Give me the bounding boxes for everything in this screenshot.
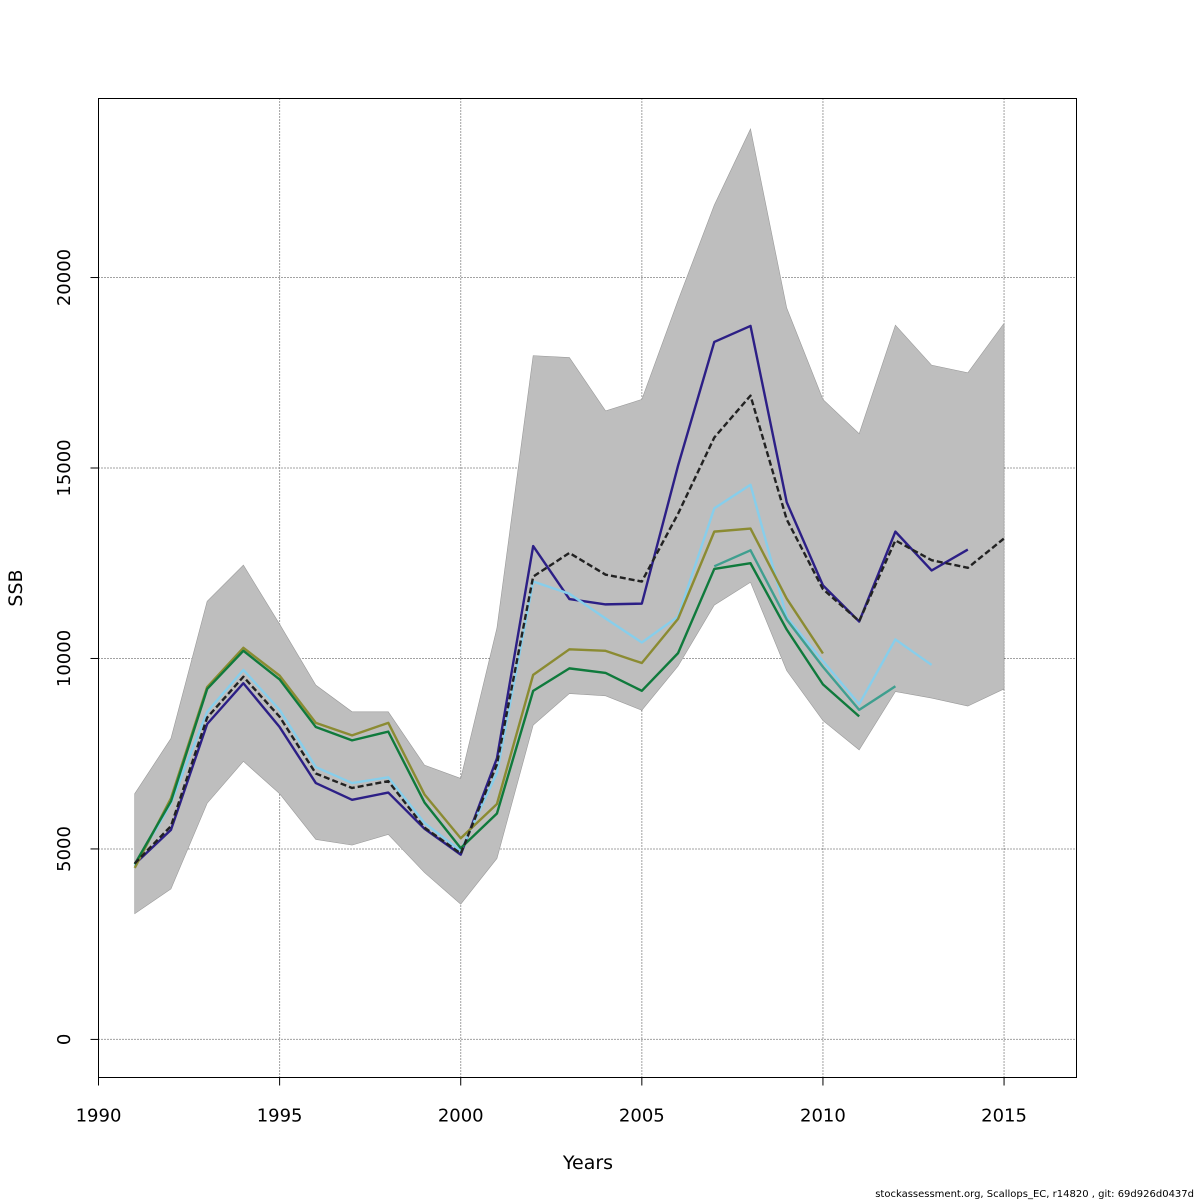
plot-frame xyxy=(98,98,1077,1078)
series-line-1 xyxy=(133,324,969,866)
ssb-confidence-band xyxy=(134,128,1005,915)
x-tick-label: 2005 xyxy=(619,1106,665,1127)
y-tick-label: 15000 xyxy=(54,439,75,496)
y-axis: 0 5000 10000 15000 20000 xyxy=(54,249,99,1045)
series-line-4 xyxy=(713,549,897,712)
x-tick-label: 2015 xyxy=(981,1106,1027,1127)
footer-credit: stockassessment.org, Scallops_EC, r14820… xyxy=(875,1189,1194,1200)
y-axis-title: SSB xyxy=(5,569,27,606)
y-tick-label: 5000 xyxy=(54,826,75,872)
y-tick-label: 20000 xyxy=(54,249,75,306)
series-line-5 xyxy=(133,562,860,865)
confidence-band xyxy=(134,128,1005,915)
x-axis-title: Years xyxy=(562,1152,613,1174)
series-line-3 xyxy=(133,527,824,869)
x-tick-label: 2000 xyxy=(438,1106,484,1127)
x-tick-label: 1995 xyxy=(257,1106,303,1127)
x-axis: 1990 1995 2000 2005 2010 2015 xyxy=(76,1077,1027,1127)
y-tick-label: 0 xyxy=(54,1034,75,1045)
x-tick-label: 1990 xyxy=(76,1106,122,1127)
x-tick-label: 2010 xyxy=(800,1106,846,1127)
series-lines xyxy=(133,324,1005,869)
y-tick-label: 10000 xyxy=(54,630,75,687)
series-line-0 xyxy=(133,394,1005,865)
